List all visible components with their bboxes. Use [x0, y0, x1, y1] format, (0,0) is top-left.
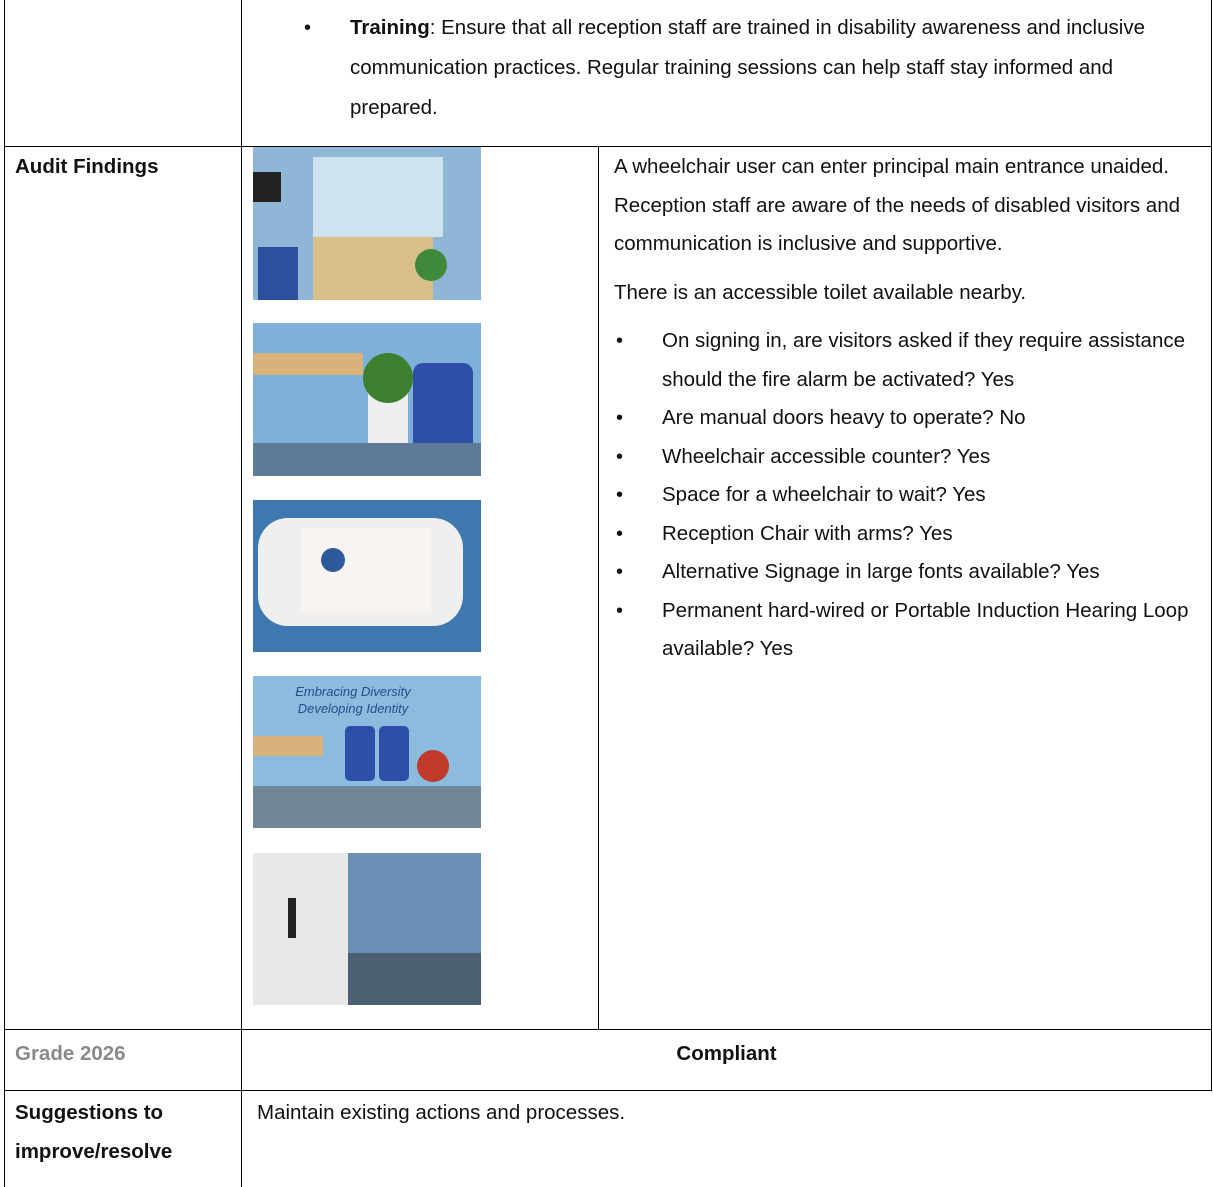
photo — [253, 500, 481, 652]
bullet: Reception Chair with arms? Yes — [616, 515, 1199, 554]
grade-value: Compliant — [676, 1042, 777, 1065]
photo: Embracing Diversity Developing Identity — [253, 676, 481, 828]
photo — [253, 147, 481, 300]
paragraph: A wheelchair user can enter principal ma… — [614, 155, 1180, 255]
photo — [253, 853, 481, 1005]
bullet: Space for a wheelchair to wait? Yes — [616, 476, 1199, 515]
table-border — [598, 146, 599, 1029]
bullet-list: On signing in, are visitors asked if the… — [614, 322, 1199, 669]
row-label: Suggestions to improve/resolve — [15, 1101, 173, 1163]
bullet: Training: Ensure that all reception staf… — [304, 8, 1172, 128]
photo-text: Embracing Diversity — [295, 684, 412, 699]
suggestion-text: Maintain existing actions and processes. — [257, 1101, 626, 1124]
bullet-label: Training — [350, 16, 430, 39]
bullet: Alternative Signage in large fonts avail… — [616, 553, 1199, 592]
bullet: Are manual doors heavy to operate? No — [616, 399, 1199, 438]
training-cell: Training: Ensure that all reception staf… — [302, 8, 1172, 128]
photo-text: Developing Identity — [298, 701, 410, 716]
table-border — [4, 1090, 1212, 1091]
table-border — [241, 0, 242, 1187]
table-border — [1211, 0, 1212, 1090]
bullet: On signing in, are visitors asked if the… — [616, 322, 1199, 399]
row-label: Audit Findings — [15, 155, 159, 178]
photo — [253, 323, 481, 476]
table-border — [4, 146, 1212, 147]
table-border — [4, 0, 5, 1187]
bullet-text: : Ensure that all reception staff are tr… — [350, 16, 1145, 119]
table-border — [4, 1029, 1212, 1030]
row-label: Grade 2026 — [15, 1042, 126, 1065]
bullet: Wheelchair accessible counter? Yes — [616, 438, 1199, 477]
paragraph: There is an accessible toilet available … — [614, 280, 1027, 304]
bullet: Permanent hard-wired or Portable Inducti… — [616, 592, 1199, 669]
findings-text: A wheelchair user can enter principal ma… — [614, 148, 1199, 669]
